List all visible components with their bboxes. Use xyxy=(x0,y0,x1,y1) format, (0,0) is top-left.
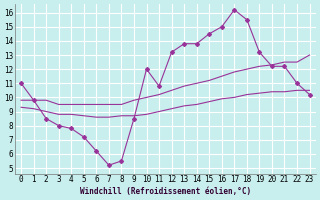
X-axis label: Windchill (Refroidissement éolien,°C): Windchill (Refroidissement éolien,°C) xyxy=(80,187,251,196)
